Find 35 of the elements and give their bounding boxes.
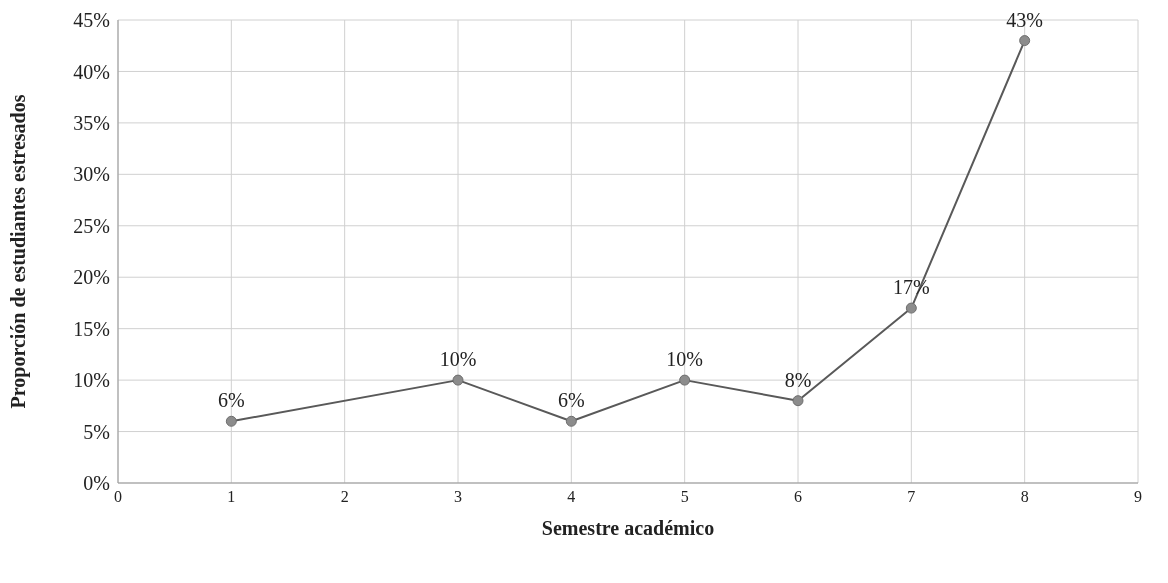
y-tick-label: 45%	[73, 9, 110, 32]
text: 8%	[784, 368, 812, 391]
point	[452, 374, 464, 386]
y-tick-label: 5%	[83, 420, 110, 443]
x-tick-label: 4	[567, 488, 576, 506]
y-tick-label: 35%	[73, 111, 110, 134]
x-axis-title: Semestre académico	[541, 517, 715, 539]
text: 10%	[439, 348, 477, 371]
point	[905, 302, 917, 314]
x-tick-label: 1	[227, 488, 236, 506]
x-tick-label: 5	[680, 488, 689, 506]
text: 10%	[666, 348, 703, 371]
x-tick-label: 9	[1134, 488, 1142, 506]
text: 43%	[1006, 8, 1043, 31]
x-tick-label: 2	[340, 488, 349, 506]
y-tick-label: 15%	[73, 317, 110, 340]
point	[679, 374, 691, 386]
text: 6%	[218, 389, 245, 412]
x-tick-label: 7	[907, 488, 916, 506]
x-tick-label: 0	[114, 488, 122, 506]
point	[565, 415, 577, 427]
text: 6%	[558, 389, 585, 412]
y-tick-label: 30%	[73, 163, 110, 186]
point	[792, 395, 804, 407]
x-tick-label: 6	[794, 488, 802, 506]
y-tick-label: 10%	[73, 369, 110, 392]
point	[1019, 35, 1031, 47]
point	[225, 415, 237, 427]
y-tick-label: 25%	[73, 214, 110, 237]
x-tick-label: 3	[454, 488, 462, 506]
y-tick-label: 40%	[73, 60, 110, 83]
x-tick-label: 8	[1020, 488, 1029, 506]
y-tick-label: 0%	[83, 472, 110, 495]
y-tick-label: 20%	[73, 266, 110, 289]
y-axis-title: Proporción de estudiantes estresados	[7, 94, 31, 409]
